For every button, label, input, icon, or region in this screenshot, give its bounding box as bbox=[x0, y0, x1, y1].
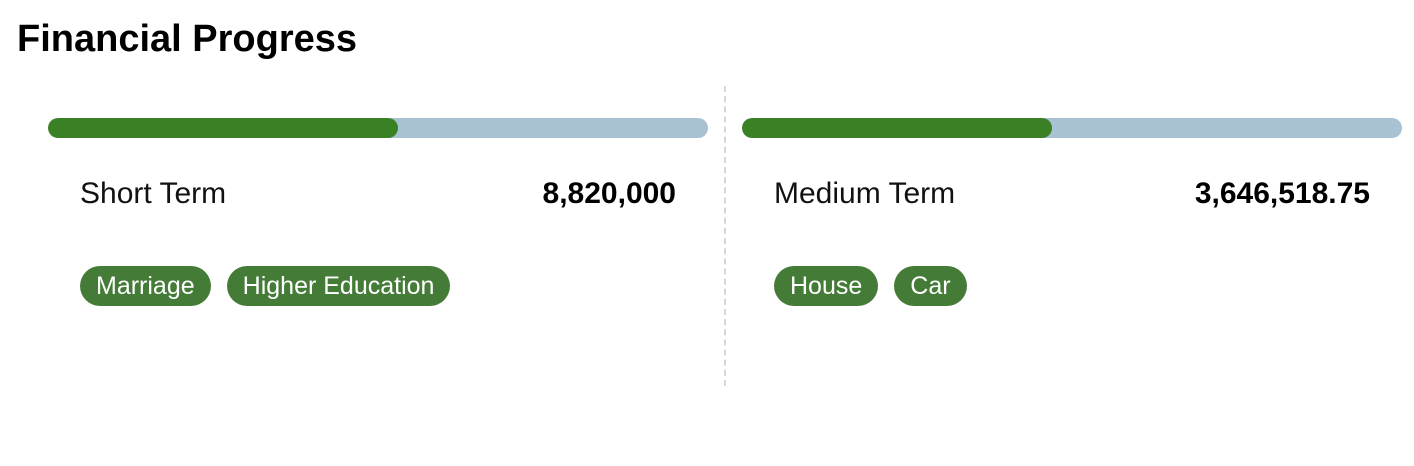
page-title: Financial Progress bbox=[17, 18, 358, 60]
progress-bar-short-term bbox=[48, 118, 708, 138]
term-label-medium-term: Medium Term bbox=[774, 177, 956, 210]
tag-car[interactable]: Car bbox=[894, 266, 967, 306]
term-label-short-term: Short Term bbox=[80, 177, 227, 210]
tag-list-short-term: Marriage Higher Education bbox=[80, 266, 451, 306]
term-amount-short-term: 8,820,000 bbox=[542, 177, 676, 210]
tag-higher-education[interactable]: Higher Education bbox=[226, 266, 451, 306]
tag-marriage[interactable]: Marriage bbox=[80, 266, 211, 306]
progress-fill-short-term bbox=[48, 118, 398, 138]
goal-card-short-term: Short Term 8,820,000 Marriage Higher Edu… bbox=[48, 86, 708, 386]
goals-row: Short Term 8,820,000 Marriage Higher Edu… bbox=[0, 86, 1414, 386]
panel-divider bbox=[724, 86, 726, 386]
progress-bar-medium-term bbox=[742, 118, 1402, 138]
tag-house[interactable]: House bbox=[774, 266, 879, 306]
term-amount-medium-term: 3,646,518.75 bbox=[1194, 177, 1370, 210]
progress-fill-medium-term bbox=[742, 118, 1053, 138]
goal-card-medium-term: Medium Term 3,646,518.75 House Car bbox=[742, 86, 1402, 386]
tag-list-medium-term: House Car bbox=[774, 266, 967, 306]
